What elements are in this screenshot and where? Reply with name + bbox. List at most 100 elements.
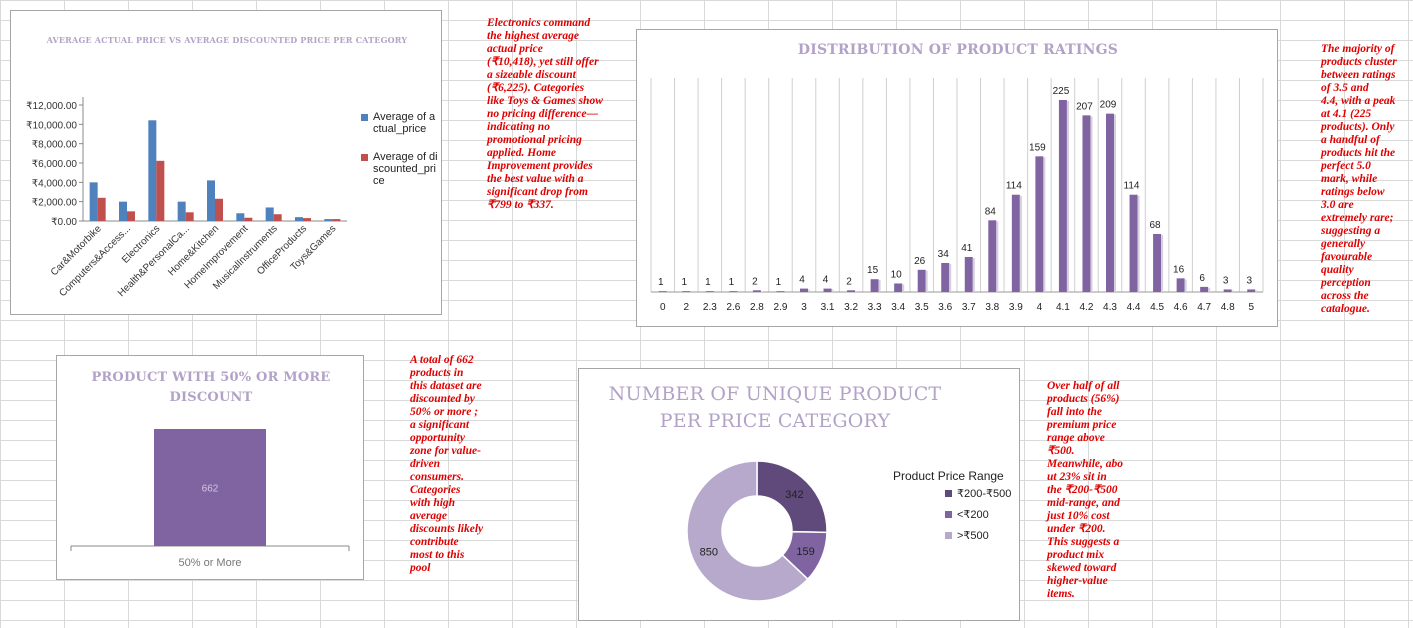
x-tick-label: 4.1 <box>1056 302 1070 313</box>
avg-price-chart-panel[interactable]: AVERAGE ACTUAL PRICE VS AVERAGE DISCOUNT… <box>10 10 442 315</box>
data-label: 4 <box>823 275 829 286</box>
legend-item-over-500: >₹500 <box>945 529 1018 542</box>
y-tick-label: ₹12,000.00 <box>26 101 77 112</box>
price-category-chart-panel[interactable]: NUMBER OF UNIQUE PRODUCT PER PRICE CATEG… <box>578 368 1020 621</box>
data-label: 159 <box>1029 142 1046 153</box>
rating-bar <box>752 290 761 292</box>
avg-price-bar-chart: ₹0.00 ₹2,000.00 ₹4,000.00 ₹6,000.00 ₹8,000.0… <box>26 97 347 299</box>
legend-swatch-under-200 <box>945 511 952 518</box>
rating-bar <box>705 291 714 292</box>
avg-price-legend: Average of actual_price Average of disco… <box>361 111 439 191</box>
rating-bar <box>823 288 832 292</box>
bar-actual <box>89 182 98 221</box>
x-tick-label: 5 <box>1248 302 1254 313</box>
legend-swatch-200-500 <box>945 490 952 497</box>
rating-bar-shadow <box>925 270 928 292</box>
ratings-chart-panel[interactable]: DISTRIBUTION OF PRODUCT RATINGS 1 0 1 2 1 2.3… <box>636 29 1278 327</box>
rating-bar-shadow <box>1231 290 1234 292</box>
bar-discounted <box>215 198 223 221</box>
bar-discounted <box>97 197 106 221</box>
x-tick-label: 3.3 <box>868 302 882 313</box>
data-label: 4 <box>799 275 805 286</box>
rating-bar-shadow <box>808 289 810 292</box>
data-label: 1 <box>776 277 782 288</box>
x-tick-label: 3.5 <box>915 302 929 313</box>
bar-discounted <box>303 218 311 221</box>
rating-bar <box>658 291 667 292</box>
legend-label-actual: Average of actual_price <box>373 111 436 135</box>
x-tick-label: 3.6 <box>938 302 952 313</box>
rating-bar-shadow <box>1137 195 1140 292</box>
data-label: 342 <box>785 489 803 501</box>
rating-bar <box>682 291 691 292</box>
rating-bar-shadow <box>949 263 952 292</box>
ratings-chart-title: DISTRIBUTION OF PRODUCT RATINGS <box>797 42 1119 58</box>
bar-discounted <box>127 211 135 221</box>
rating-bar-shadow <box>1208 287 1211 292</box>
rating-bar-shadow <box>996 221 999 292</box>
x-tick-label: 3 <box>801 302 807 313</box>
x-tick-label: 3.1 <box>821 302 835 313</box>
rating-bar <box>1058 100 1067 292</box>
data-label: 225 <box>1053 86 1070 97</box>
bar-actual <box>207 180 215 221</box>
note-electronics: Electronics command the highest average … <box>487 17 603 211</box>
data-label: 1 <box>729 277 735 288</box>
data-label: 159 <box>796 546 814 558</box>
x-tick-label: 0 <box>660 302 666 313</box>
note-ratings: The majority of products cluster between… <box>1321 43 1397 315</box>
data-label: 114 <box>1124 181 1140 192</box>
bar-actual <box>148 120 157 221</box>
bar-actual <box>265 207 274 221</box>
legend-swatch-actual <box>361 114 368 121</box>
data-label: 1 <box>658 277 664 288</box>
discount-chart-panel[interactable]: PRODUCT WITH 50% OR MORE DISCOUNT 662 50%… <box>56 355 364 580</box>
legend-swatch-discounted <box>361 154 368 161</box>
data-label: 68 <box>1150 220 1162 231</box>
rating-bar-shadow <box>1019 195 1022 292</box>
rating-bar <box>1176 278 1185 292</box>
x-tick-label: 3.7 <box>962 302 976 313</box>
rating-bar <box>1129 194 1138 292</box>
bar-discounted <box>156 160 165 221</box>
data-label: 2 <box>846 276 852 287</box>
rating-bar <box>964 257 973 292</box>
data-label: 3 <box>1223 275 1229 286</box>
note-price: Over half of all products (56%) fall int… <box>1047 380 1124 600</box>
rating-bar <box>1200 286 1209 292</box>
x-tick-label: 4.4 <box>1127 302 1141 313</box>
data-label: 34 <box>938 249 950 260</box>
legend-swatch-over-500 <box>945 532 952 539</box>
discount-chart-title: PRODUCT WITH 50% OR MORE DISCOUNT <box>91 370 331 405</box>
legend-item-actual-price: Average of actual_price <box>361 111 439 135</box>
x-tick-label: 3.2 <box>844 302 858 313</box>
data-label: 209 <box>1100 100 1117 111</box>
bar-actual <box>236 213 245 221</box>
price-category-donut-chart: 342 159 850 <box>686 460 828 602</box>
data-label: 114 <box>1006 181 1022 192</box>
rating-bar-shadow <box>1255 290 1258 292</box>
legend-label-over-500: >₹500 <box>957 530 989 542</box>
rating-bar <box>1082 115 1091 292</box>
x-tick-label: 3.4 <box>891 302 905 313</box>
data-label: 26 <box>914 256 926 267</box>
discount-bar <box>154 429 266 546</box>
bar-discounted <box>185 212 194 221</box>
data-label: 41 <box>961 243 973 254</box>
x-tick-label: 4.5 <box>1150 302 1164 313</box>
legend-label-200-500: ₹200-₹500 <box>957 488 1012 500</box>
x-tick-label: 4.3 <box>1103 302 1117 313</box>
rating-bar-shadow <box>1043 157 1046 292</box>
data-label: 10 <box>891 269 903 280</box>
data-label: 207 <box>1076 101 1093 112</box>
rating-bar-shadow <box>1066 101 1069 292</box>
rating-bar <box>847 290 856 292</box>
data-label: 1 <box>705 277 711 288</box>
rating-bar-shadow <box>855 291 858 292</box>
x-tick-label: Car&Motorbike <box>49 223 104 278</box>
rating-bar <box>1011 194 1020 292</box>
y-tick-label: ₹8,000.00 <box>32 140 78 151</box>
x-tick-label: 2.3 <box>703 302 717 313</box>
y-tick-label: ₹2,000.00 <box>32 198 78 209</box>
note-discount: A total of 662 products in this dataset … <box>410 354 484 574</box>
